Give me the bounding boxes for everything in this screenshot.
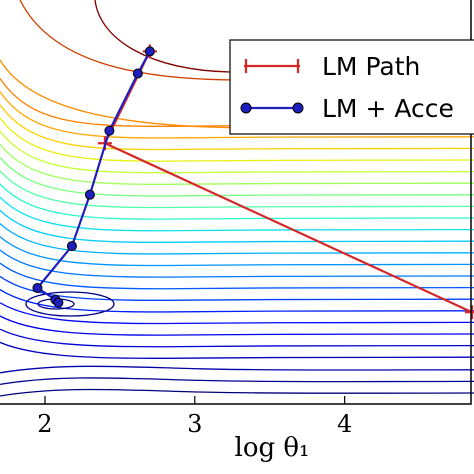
plot-frame (0, 0, 472, 405)
x-tick-label: 2 (37, 410, 52, 438)
series-layer (32, 44, 474, 320)
data-point (465, 305, 474, 320)
contour-line (0, 170, 474, 209)
legend: LM Path LM + Acce (229, 39, 474, 135)
contour-line (0, 196, 474, 232)
x-axis-ticks: 2 3 4 (37, 396, 352, 438)
data-point (66, 241, 77, 252)
contour-ellipse (25, 291, 115, 317)
x-tick-label: 4 (337, 410, 352, 438)
legend-marker (240, 102, 252, 114)
contour-line (0, 328, 474, 348)
data-point (53, 297, 64, 308)
contour-line (0, 275, 474, 301)
legend-marker (292, 102, 304, 114)
legend-box (229, 39, 474, 135)
contour-line (0, 157, 474, 197)
contour-line (0, 236, 474, 267)
contour-line (0, 365, 474, 374)
legend-item: LM + Acce (240, 94, 454, 123)
contour-line (0, 209, 474, 243)
x-tick-label: 3 (187, 410, 202, 438)
x-axis-label: log θ₁ (235, 433, 310, 463)
contour-line (0, 302, 474, 325)
data-point (84, 189, 95, 200)
contour-line (0, 130, 474, 174)
contour-line (0, 315, 474, 336)
legend-item: LM Path (244, 52, 420, 81)
data-point (104, 125, 115, 136)
contour-line (0, 377, 474, 386)
contour-line (0, 262, 474, 290)
data-point (32, 282, 43, 293)
contour-lines (0, 0, 474, 397)
contour-line (0, 183, 474, 220)
contour-line (0, 91, 474, 139)
data-point (132, 68, 143, 79)
contour-line (94, 0, 474, 73)
contour-line (0, 117, 474, 162)
data-point (144, 46, 155, 57)
legend-label: LM Path (322, 52, 420, 81)
contour-line (0, 104, 474, 151)
contour-line (0, 341, 474, 359)
contour-line (0, 388, 474, 397)
contour-line (0, 289, 474, 313)
contour-line (0, 223, 474, 255)
legend-label: LM + Acce (322, 94, 454, 123)
contour-line (0, 249, 474, 278)
contour-line (19, 0, 474, 81)
contour-line (0, 59, 474, 129)
contour-line (0, 143, 474, 185)
